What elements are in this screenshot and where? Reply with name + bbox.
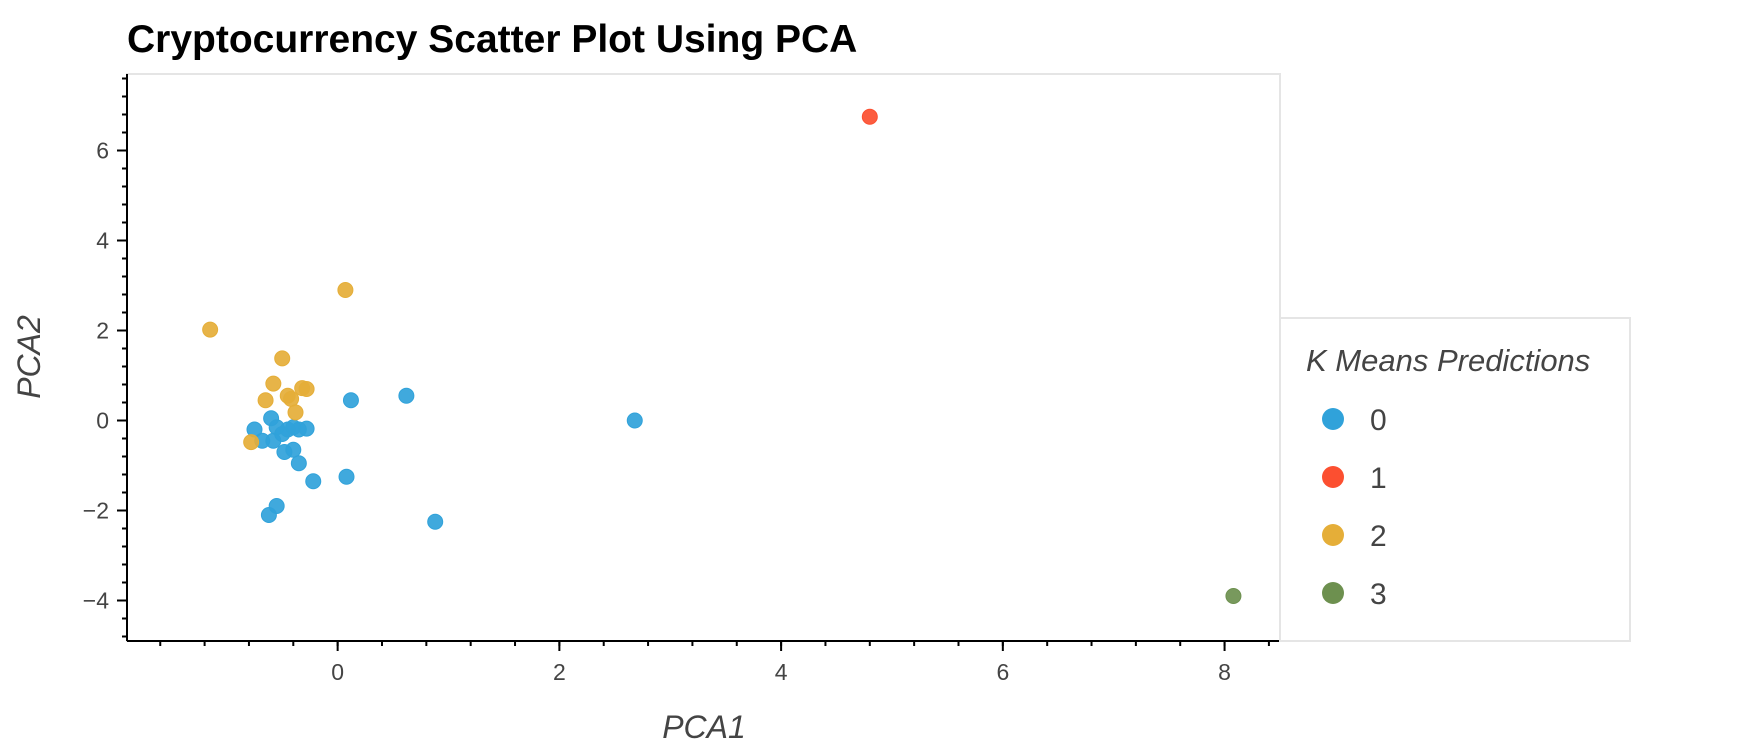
series-1: [861, 108, 878, 125]
y-axis: −4 −2 0 2 4 6: [83, 74, 128, 641]
data-point[interactable]: [274, 350, 291, 367]
data-point[interactable]: [285, 441, 302, 458]
x-tick-label: 6: [996, 659, 1009, 685]
legend-label: 0: [1370, 404, 1387, 437]
y-tick-label: −2: [83, 498, 109, 524]
data-point[interactable]: [342, 392, 359, 409]
data-point[interactable]: [398, 387, 415, 404]
data-point[interactable]: [1225, 588, 1242, 604]
data-points: [202, 108, 1242, 604]
legend-marker: [1322, 582, 1344, 604]
data-point[interactable]: [626, 412, 643, 429]
x-axis-label: PCA1: [662, 709, 746, 745]
data-point[interactable]: [257, 392, 274, 409]
y-tick-label: 0: [96, 408, 109, 434]
legend-item-2[interactable]: 2: [1322, 520, 1387, 553]
legend-marker: [1322, 466, 1344, 488]
series-3: [1225, 588, 1242, 604]
y-tick-label: 4: [96, 228, 109, 254]
data-point[interactable]: [305, 473, 322, 490]
data-point[interactable]: [202, 321, 219, 338]
plot-area[interactable]: [126, 73, 1281, 642]
series-0: [246, 387, 643, 530]
data-point[interactable]: [243, 434, 260, 451]
data-point[interactable]: [268, 498, 285, 514]
legend: K Means Predictions 0 1 2 3: [1279, 317, 1631, 642]
legend-items: 0 1 2 3: [1322, 404, 1387, 611]
y-tick-label: −4: [83, 588, 109, 614]
y-axis-label: PCA2: [11, 315, 47, 399]
legend-item-1[interactable]: 1: [1322, 462, 1387, 495]
legend-title: K Means Predictions: [1306, 343, 1590, 378]
legend-label: 3: [1370, 578, 1387, 611]
data-point[interactable]: [287, 404, 304, 421]
x-tick-label: 8: [1218, 659, 1231, 685]
data-point[interactable]: [427, 513, 444, 530]
x-tick-label: 0: [331, 659, 344, 685]
data-point[interactable]: [265, 375, 282, 392]
data-point[interactable]: [283, 390, 300, 407]
chart-title: Cryptocurrency Scatter Plot Using PCA: [127, 18, 857, 61]
data-point[interactable]: [337, 282, 354, 298]
x-axis: 0 2 4 6 8: [127, 640, 1280, 685]
legend-item-3[interactable]: 3: [1322, 578, 1387, 611]
legend-marker: [1322, 524, 1344, 546]
y-tick-label: 6: [96, 138, 109, 164]
data-point[interactable]: [861, 108, 878, 125]
series-2: [202, 282, 354, 451]
data-point[interactable]: [298, 420, 315, 437]
x-tick-label: 2: [553, 659, 566, 685]
y-tick-label: 2: [96, 318, 109, 344]
data-point[interactable]: [290, 455, 307, 472]
legend-label: 1: [1370, 462, 1387, 495]
data-point[interactable]: [338, 468, 355, 485]
legend-marker: [1322, 408, 1344, 430]
legend-label: 2: [1370, 520, 1387, 553]
x-tick-label: 4: [775, 659, 788, 685]
data-point[interactable]: [298, 381, 315, 397]
data-point[interactable]: [274, 426, 291, 442]
legend-item-0[interactable]: 0: [1322, 404, 1387, 437]
